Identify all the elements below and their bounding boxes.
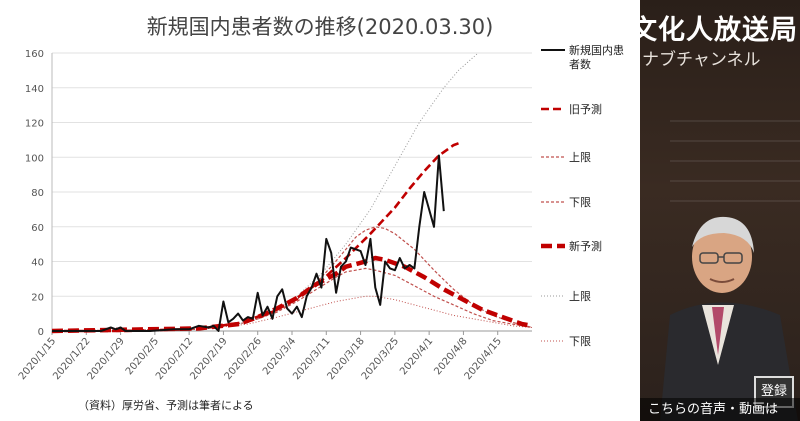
source-note: （資料）厚労省、予測は筆者による [78, 398, 254, 412]
forecast-chart: 新規国内患者数の推移(2020.03.30) 0 20 40 60 80 100 120 14… [17, 15, 624, 412]
legend-label-line: 者数 [569, 58, 591, 71]
legend-label-line: 新規国内患 [569, 43, 624, 57]
blind-slat [670, 160, 800, 162]
series-line-new-forecast [51, 255, 533, 334]
x-tick-label: 2020/2/5 [124, 336, 161, 377]
chart-title: 新規国内患者数の推移(2020.03.30) [147, 15, 494, 39]
x-axis: 2020/1/152020/1/222020/1/292020/2/52020/… [17, 331, 504, 382]
channel-subtitle: ナブチャンネル [642, 50, 761, 70]
legend-label: 上限 [569, 151, 591, 164]
blind-slat [670, 140, 800, 142]
series-line-actual [52, 154, 445, 332]
legend-label: 旧予測 [569, 102, 602, 116]
y-tick-label: 0 [38, 327, 44, 338]
blind-slat [670, 180, 800, 182]
x-tick-label: 2020/3/4 [261, 336, 298, 377]
y-tick-label: 100 [25, 153, 44, 164]
legend-label: 新規国内患者数 [569, 43, 624, 71]
legend-label: 新予測 [569, 239, 602, 253]
legend-label: 下限 [569, 196, 591, 209]
slide-panel [0, 0, 640, 421]
gridlines [51, 52, 532, 332]
blind-slat [670, 200, 800, 202]
y-tick-label: 140 [25, 84, 44, 95]
series-line-old-lower [51, 267, 533, 332]
series-line-old-upper [51, 226, 533, 332]
y-tick-label: 120 [25, 119, 44, 130]
y-tick-label: 20 [31, 292, 44, 303]
legend-label: 上限 [569, 290, 591, 303]
series-line-new-lower [51, 295, 533, 332]
series-lines [51, 52, 533, 334]
caption-ticker: こちらの音声・動画は [640, 398, 800, 421]
y-tick-label: 160 [25, 49, 44, 60]
y-axis: 0 20 40 60 80 100 120 140 160 [25, 49, 44, 338]
x-tick-label: 2020/4/1 [398, 336, 435, 377]
y-tick-label: 60 [31, 223, 44, 234]
y-tick-label: 80 [31, 188, 44, 199]
blind-slat [670, 120, 800, 122]
y-tick-label: 40 [31, 258, 44, 269]
legend-label: 下限 [569, 335, 591, 348]
x-tick-label: 2020/4/8 [432, 336, 469, 377]
channel-title: 文化人放送局 [630, 15, 798, 46]
